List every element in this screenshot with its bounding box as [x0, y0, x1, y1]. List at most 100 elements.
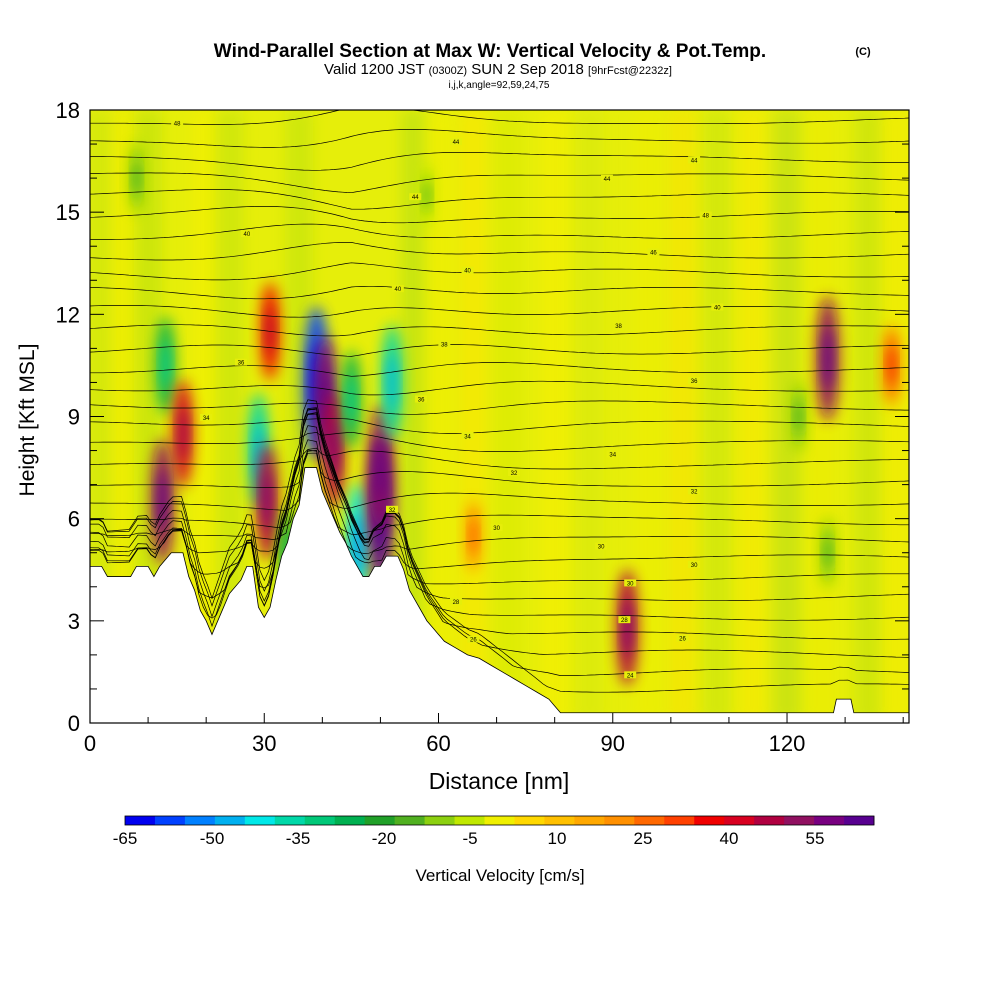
contour-label-bg	[688, 377, 701, 385]
contour-label-bg	[438, 340, 451, 348]
colorbar-swatch	[784, 816, 815, 825]
theta-contour-line	[90, 205, 909, 224]
theta-contour-line	[90, 413, 909, 658]
contour-label-bg	[600, 174, 613, 182]
contour-label: 44	[453, 140, 460, 146]
theta-contour-line	[90, 242, 909, 261]
chart-subtitle-indices: i,j,k,angle=92,59,24,75	[449, 80, 550, 91]
contour-label-bg	[409, 193, 422, 201]
contour-label-bg	[490, 524, 503, 532]
theta-contour-line	[90, 110, 909, 125]
contour-label: 44	[691, 158, 698, 164]
colorbar-swatch	[125, 816, 156, 825]
theta-contour-line	[90, 418, 909, 434]
theta-contour-line	[90, 344, 909, 357]
contour-label: 32	[511, 471, 518, 477]
contour-label-bg	[386, 505, 399, 513]
velocity-feature-core	[423, 178, 431, 212]
contour-label: 28	[453, 600, 460, 606]
y-tick-label: 3	[68, 609, 80, 634]
contour-label: 36	[238, 361, 245, 367]
theta-contour-line	[90, 380, 909, 396]
contour-label-bg	[647, 248, 660, 256]
contour-label: 30	[627, 581, 634, 587]
contour-label: 24	[627, 673, 634, 679]
contour-label: 26	[679, 637, 686, 643]
chart-subtitle: Valid 1200 JST (0300Z) SUN 2 Sep 2018 [9…	[324, 61, 672, 78]
contour-label: 36	[418, 397, 425, 403]
contour-label-bg	[235, 358, 248, 366]
y-tick-label: 18	[56, 98, 80, 123]
contour-label-bg	[624, 579, 637, 587]
contour-label: 38	[441, 342, 448, 348]
x-axis-label: Distance [nm]	[429, 768, 570, 794]
theta-contour-line	[90, 439, 909, 554]
theta-contour-line	[90, 172, 909, 194]
colorbar-swatch	[184, 816, 216, 825]
velocity-feature-core	[375, 436, 386, 499]
contour-label-bg	[618, 616, 631, 624]
contour-labels: 48 44 44 44 44 48 40 46 40 40 40 38 38 36 36 36 34 34 34 32…	[171, 119, 724, 679]
theta-contour-line	[90, 425, 909, 570]
velocity-feature-core	[469, 517, 477, 554]
contour-label: 34	[464, 434, 471, 440]
colorbar-swatch	[544, 816, 575, 825]
colorbar-swatch	[664, 816, 695, 825]
background-band	[738, 110, 767, 723]
chart-title-mark: (C)	[855, 46, 871, 58]
theta-contour-line	[90, 129, 909, 148]
contour-label: 26	[470, 638, 477, 644]
contour-label: 46	[650, 250, 657, 256]
contour-label: 40	[243, 232, 250, 238]
x-tick-label: 60	[426, 731, 450, 756]
contour-label: 32	[691, 489, 698, 495]
theta-contour-line	[90, 152, 909, 171]
theta-contour-line	[90, 408, 909, 621]
colorbar-tick-label: -65	[113, 829, 138, 848]
contour-label-bg	[467, 635, 480, 643]
velocity-feature-core	[178, 406, 188, 461]
contour-label-bg	[461, 266, 474, 274]
theta-contour-line	[90, 189, 909, 210]
contour-label: 40	[464, 269, 471, 275]
theta-contour-line	[90, 431, 909, 452]
terrain-mask	[90, 467, 909, 723]
theta-contour-line	[90, 452, 909, 511]
contour-label: 32	[389, 508, 396, 514]
x-tick-label: 120	[769, 731, 806, 756]
background-band	[459, 110, 488, 723]
colorbar-swatch	[844, 816, 875, 825]
colorbar-swatch	[394, 816, 425, 825]
theta-contour-line	[90, 362, 909, 377]
y-tick-label: 9	[68, 405, 80, 430]
background-band	[540, 110, 569, 723]
colorbar-swatch	[304, 816, 336, 825]
background-band	[668, 110, 697, 723]
y-tick-label: 6	[68, 507, 80, 532]
theta-contour-line	[90, 399, 909, 693]
contour-label-bg	[688, 156, 701, 164]
contour-label-bg	[624, 671, 637, 679]
contour-label-bg	[391, 285, 404, 293]
velocity-feature-core	[795, 398, 803, 435]
contour-label-bg	[688, 560, 701, 568]
colorbar-tick-label: 40	[720, 829, 739, 848]
contour-label-bg	[595, 542, 608, 550]
contour-label: 30	[493, 526, 500, 532]
colorbar-swatch	[484, 816, 515, 825]
chart-title: Wind-Parallel Section at Max W: Vertical…	[214, 41, 766, 62]
contour-label: 34	[203, 416, 210, 422]
theta-contour-line	[90, 285, 909, 300]
velocity-feature-core	[824, 534, 832, 571]
contour-label-bg	[711, 303, 724, 311]
contour-label-bg	[508, 469, 521, 477]
velocity-feature-core	[262, 472, 273, 531]
theta-contour-line	[90, 324, 909, 337]
theta-contour-line	[90, 223, 909, 240]
contour-label-bg	[449, 597, 462, 605]
colorbar-tick-label: -35	[286, 829, 311, 848]
velocity-feature-core	[157, 470, 168, 533]
colorbar-tick-label: 55	[806, 829, 825, 848]
